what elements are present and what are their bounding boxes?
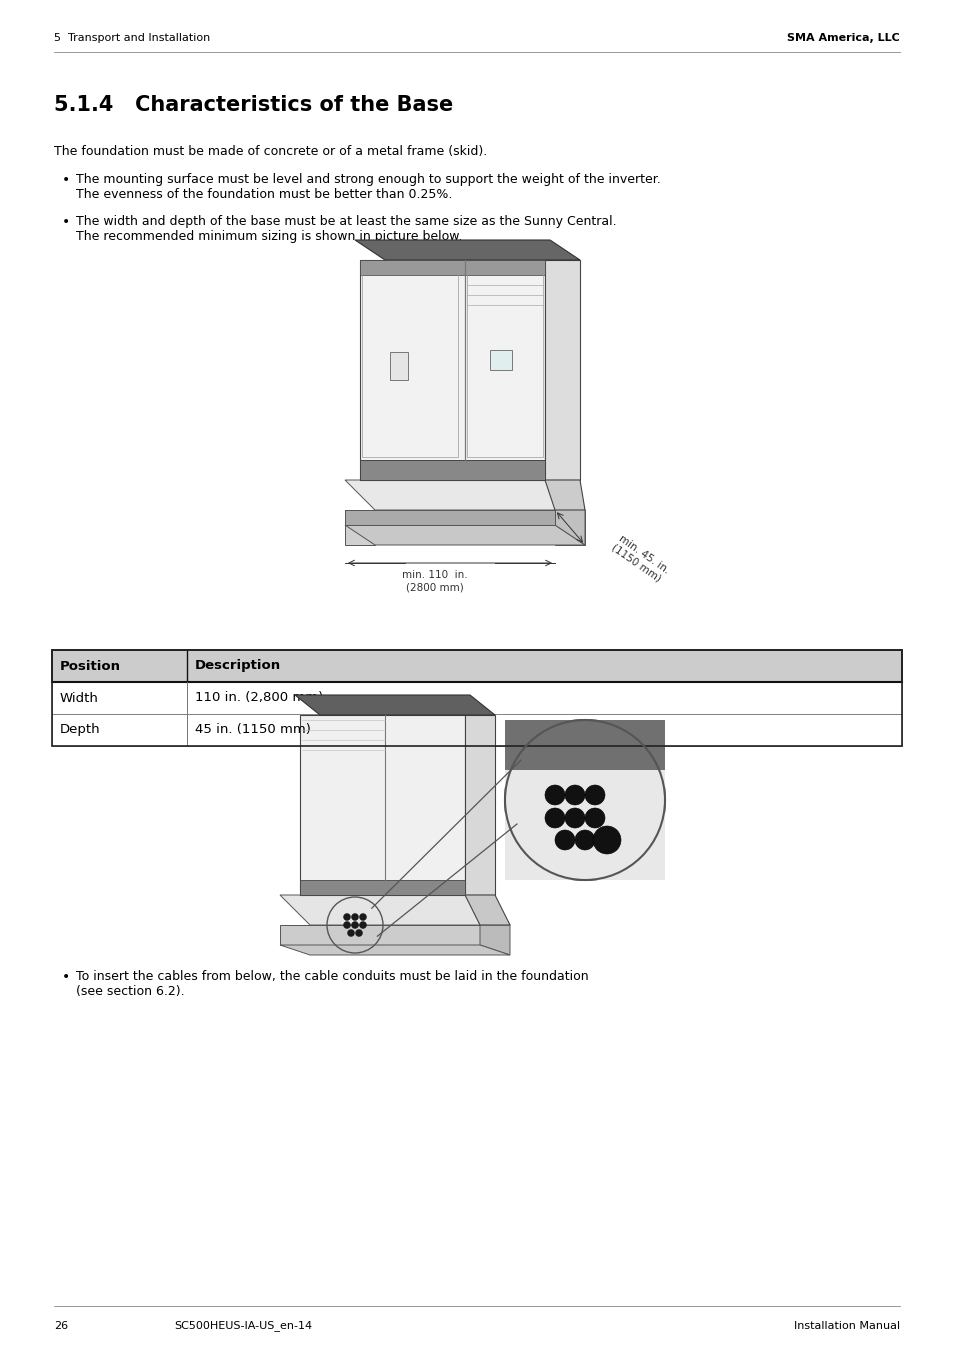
FancyBboxPatch shape xyxy=(52,650,901,681)
Text: 26: 26 xyxy=(54,1321,68,1330)
Polygon shape xyxy=(555,480,584,545)
Circle shape xyxy=(564,808,584,827)
Text: The mounting surface must be level and strong enough to support the weight of th: The mounting surface must be level and s… xyxy=(76,173,660,201)
Text: SC500HEUS-IA-US_en-14: SC500HEUS-IA-US_en-14 xyxy=(173,1321,312,1332)
Text: Installation Manual: Installation Manual xyxy=(793,1321,899,1330)
Polygon shape xyxy=(544,260,579,480)
Circle shape xyxy=(564,786,584,804)
Text: min. 110  in.: min. 110 in. xyxy=(402,571,467,580)
Polygon shape xyxy=(345,480,584,510)
Polygon shape xyxy=(280,895,510,925)
Polygon shape xyxy=(345,510,375,545)
Text: 45 in. (1150 mm): 45 in. (1150 mm) xyxy=(194,723,311,737)
Polygon shape xyxy=(504,771,664,880)
Circle shape xyxy=(593,826,620,854)
Text: •: • xyxy=(62,969,71,984)
Circle shape xyxy=(359,922,366,929)
Text: 110 in. (2,800 mm): 110 in. (2,800 mm) xyxy=(194,691,323,704)
Circle shape xyxy=(544,808,564,827)
Circle shape xyxy=(555,830,575,850)
Polygon shape xyxy=(359,260,544,274)
Polygon shape xyxy=(294,695,495,715)
Circle shape xyxy=(343,914,350,921)
Circle shape xyxy=(347,930,355,937)
Circle shape xyxy=(359,914,366,921)
Circle shape xyxy=(544,786,564,804)
Polygon shape xyxy=(345,510,555,525)
Circle shape xyxy=(351,914,358,921)
Polygon shape xyxy=(464,895,510,925)
Polygon shape xyxy=(464,715,495,895)
Polygon shape xyxy=(345,525,584,545)
Polygon shape xyxy=(479,925,510,955)
Polygon shape xyxy=(359,260,544,480)
Text: min. 45. in.
(1150 mm): min. 45. in. (1150 mm) xyxy=(609,533,670,584)
Polygon shape xyxy=(280,945,510,955)
Text: The width and depth of the base must be at least the same size as the Sunny Cent: The width and depth of the base must be … xyxy=(76,215,616,243)
Circle shape xyxy=(575,830,595,850)
Text: •: • xyxy=(62,215,71,228)
Text: Width: Width xyxy=(60,691,99,704)
Circle shape xyxy=(351,922,358,929)
Circle shape xyxy=(504,721,664,880)
Polygon shape xyxy=(359,460,544,480)
Circle shape xyxy=(584,808,604,827)
FancyBboxPatch shape xyxy=(52,681,901,714)
Text: Depth: Depth xyxy=(60,723,100,737)
Polygon shape xyxy=(299,880,464,895)
Text: Description: Description xyxy=(194,660,281,672)
Circle shape xyxy=(584,786,604,804)
FancyBboxPatch shape xyxy=(390,352,408,380)
Polygon shape xyxy=(504,721,664,771)
Text: 5  Transport and Installation: 5 Transport and Installation xyxy=(54,32,210,43)
Text: 5.1.4   Characteristics of the Base: 5.1.4 Characteristics of the Base xyxy=(54,95,453,115)
FancyBboxPatch shape xyxy=(490,350,512,370)
Polygon shape xyxy=(544,480,584,510)
Polygon shape xyxy=(555,510,584,545)
Text: The foundation must be made of concrete or of a metal frame (skid).: The foundation must be made of concrete … xyxy=(54,145,487,158)
Circle shape xyxy=(343,922,350,929)
Circle shape xyxy=(355,930,362,937)
FancyBboxPatch shape xyxy=(52,714,901,746)
Text: Position: Position xyxy=(60,660,121,672)
Text: To insert the cables from below, the cable conduits must be laid in the foundati: To insert the cables from below, the cab… xyxy=(76,969,588,998)
Polygon shape xyxy=(299,715,464,895)
Text: (2800 mm): (2800 mm) xyxy=(406,583,463,594)
Text: SMA America, LLC: SMA America, LLC xyxy=(786,32,899,43)
Polygon shape xyxy=(280,925,479,945)
Text: •: • xyxy=(62,173,71,187)
Polygon shape xyxy=(355,241,579,260)
